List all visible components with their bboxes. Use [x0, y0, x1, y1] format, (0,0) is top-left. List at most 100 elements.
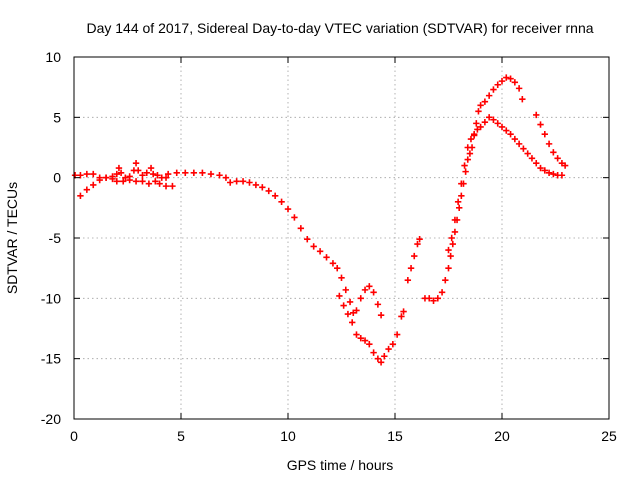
data-point	[222, 174, 230, 181]
data-point	[143, 169, 150, 177]
data-point	[404, 277, 412, 284]
data-point	[77, 172, 84, 179]
data-point	[381, 353, 388, 360]
y-tick-label: -20	[41, 411, 61, 427]
data-point	[490, 116, 497, 123]
data-point	[90, 181, 97, 189]
data-point	[407, 264, 415, 272]
data-point	[558, 172, 566, 179]
chart-title: Day 144 of 2017, Sidereal Day-to-day VTE…	[86, 20, 593, 36]
data-point	[102, 174, 110, 181]
data-point	[173, 169, 180, 177]
data-point	[426, 295, 433, 302]
data-point	[122, 174, 129, 181]
data-point	[361, 286, 369, 294]
data-point	[120, 178, 127, 185]
x-tick-label: 5	[177, 428, 185, 444]
data-point	[147, 164, 155, 172]
data-point	[370, 349, 377, 356]
data-point	[344, 310, 352, 318]
data-point	[442, 277, 449, 284]
data-point	[145, 180, 153, 187]
plot-grid	[74, 57, 609, 419]
data-point	[541, 167, 548, 174]
data-point	[152, 178, 159, 185]
data-point	[511, 135, 519, 143]
data-point	[139, 172, 146, 179]
data-point	[448, 234, 455, 242]
data-point	[462, 168, 469, 175]
data-point	[434, 295, 441, 302]
data-point	[349, 319, 356, 326]
data-point	[458, 192, 465, 199]
data-point	[558, 159, 566, 167]
data-point	[449, 240, 456, 248]
data-point	[265, 187, 272, 195]
data-point	[398, 313, 405, 320]
data-point	[353, 331, 360, 338]
data-point	[467, 135, 475, 143]
data-point	[393, 331, 401, 338]
data-point	[485, 92, 493, 99]
data-point	[259, 184, 266, 191]
data-point	[377, 312, 385, 319]
data-point	[561, 162, 569, 169]
data-point	[77, 192, 84, 199]
data-point	[162, 174, 170, 181]
y-tick-label: -10	[41, 290, 61, 306]
data-point	[361, 337, 369, 344]
data-point	[533, 159, 540, 167]
data-point	[350, 309, 357, 317]
data-point	[464, 156, 471, 163]
data-markers	[71, 74, 569, 366]
x-tick-label: 25	[601, 428, 617, 444]
data-point	[132, 159, 140, 167]
data-point	[297, 225, 305, 232]
data-point	[519, 96, 526, 103]
data-point	[511, 79, 519, 86]
data-point	[346, 298, 354, 306]
data-point	[284, 205, 292, 213]
y-tick-label: 5	[53, 109, 61, 125]
data-point	[456, 204, 463, 212]
data-point	[182, 169, 189, 177]
data-point	[291, 214, 298, 221]
data-point	[498, 123, 506, 131]
data-point	[550, 149, 557, 156]
tick-labels: 0 5 10 15 20 25 -20 -15 -10 -5 0 5 10	[41, 49, 617, 444]
data-point	[304, 236, 311, 243]
data-point	[477, 123, 484, 131]
y-tick-label: 10	[45, 49, 61, 65]
data-point	[485, 114, 493, 121]
data-point	[400, 308, 407, 315]
data-point	[416, 236, 423, 243]
data-point	[278, 198, 285, 205]
x-tick-label: 10	[280, 428, 296, 444]
data-point	[475, 108, 482, 115]
data-point	[338, 274, 345, 282]
y-axis-label: SDTVAR / TECUs	[4, 182, 20, 294]
x-tick-label: 20	[494, 428, 510, 444]
data-point	[470, 131, 478, 138]
data-point	[374, 301, 382, 308]
data-point	[190, 169, 198, 177]
data-point	[537, 121, 544, 128]
data-point	[164, 170, 172, 178]
data-point	[520, 145, 527, 152]
data-point	[481, 98, 489, 105]
data-point	[310, 243, 317, 250]
data-point	[126, 176, 133, 184]
data-point	[113, 170, 120, 178]
x-tick-label: 0	[70, 428, 78, 444]
data-point	[490, 86, 497, 93]
data-point	[507, 131, 514, 138]
data-point	[503, 74, 510, 81]
data-point	[246, 179, 253, 186]
data-point	[329, 260, 337, 267]
data-point	[515, 85, 523, 92]
y-tick-label: -5	[49, 230, 62, 246]
data-point	[357, 334, 364, 342]
data-point	[447, 252, 454, 260]
data-point	[342, 286, 349, 294]
